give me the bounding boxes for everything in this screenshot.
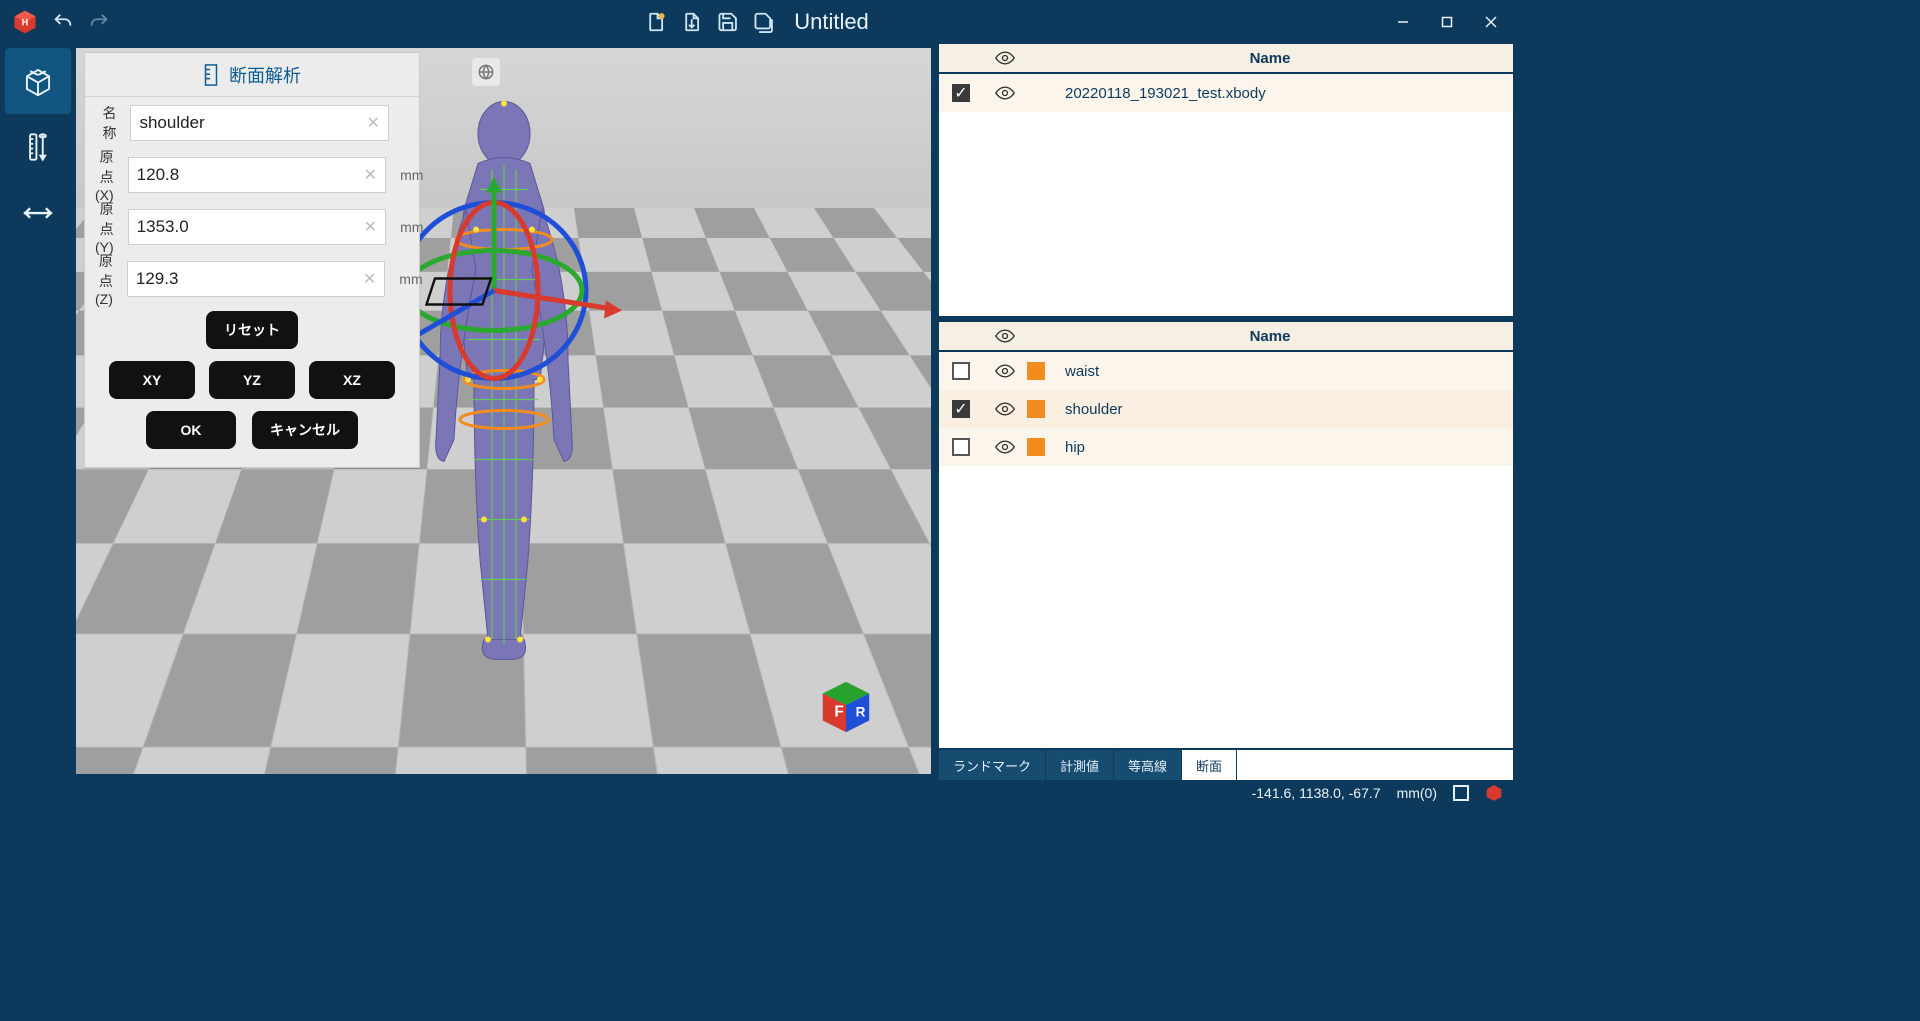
color-swatch (1027, 400, 1045, 418)
reset-button[interactable]: リセット (206, 311, 298, 349)
section-label: shoulder (1055, 401, 1505, 418)
checkbox[interactable] (952, 362, 970, 380)
visibility-icon[interactable] (983, 86, 1027, 100)
window-minimize-button[interactable] (1381, 6, 1425, 38)
status-unit: mm(0) (1397, 785, 1437, 801)
checkbox[interactable]: ✓ (952, 84, 970, 102)
origin-y-input[interactable] (137, 217, 358, 237)
file-list-header: Name (939, 44, 1513, 74)
window-close-button[interactable] (1469, 6, 1513, 38)
tab-measure[interactable]: 計測値 (1046, 750, 1114, 780)
save-icon[interactable] (716, 11, 738, 33)
undo-icon[interactable] (52, 11, 74, 33)
viewport-container: F R 断面解析 名称 ✕ (76, 44, 937, 780)
color-swatch (1027, 362, 1045, 380)
section-analysis-panel: 断面解析 名称 ✕ 原点(X) ✕ (84, 52, 420, 468)
section-label: waist (1055, 363, 1505, 380)
nav-cube[interactable]: F R (817, 678, 875, 736)
clear-icon[interactable]: ✕ (358, 217, 377, 237)
name-input[interactable] (139, 113, 360, 133)
file-list: Name ✓ 20220118_193021_test.xbody (939, 44, 1513, 316)
status-coords: -141.6, 1138.0, -67.7 (1252, 785, 1381, 801)
tab-section[interactable]: 断面 (1182, 750, 1237, 780)
ok-button[interactable]: OK (146, 411, 236, 449)
svg-text:H: H (22, 17, 28, 27)
section-row[interactable]: waist (939, 352, 1513, 390)
visibility-header-icon (983, 329, 1027, 343)
name-label: 名称 (95, 103, 122, 143)
section-tabs: ランドマーク 計測値 等高線 断面 (939, 748, 1513, 780)
tab-contour[interactable]: 等高線 (1114, 750, 1182, 780)
titlebar: H Untitled (0, 0, 1513, 44)
document-title: Untitled (794, 9, 869, 35)
section-row[interactable]: hip (939, 428, 1513, 466)
color-swatch (1027, 438, 1045, 456)
file-row[interactable]: ✓ 20220118_193021_test.xbody (939, 74, 1513, 112)
plane-xz-button[interactable]: XZ (309, 361, 395, 399)
status-bar: -141.6, 1138.0, -67.7 mm(0) (0, 780, 1513, 806)
visibility-icon[interactable] (983, 402, 1027, 416)
redo-icon[interactable] (88, 11, 110, 33)
origin-z-field[interactable]: ✕ (127, 261, 385, 297)
visibility-header-icon (983, 51, 1027, 65)
section-row[interactable]: ✓ shoulder (939, 390, 1513, 428)
origin-x-input[interactable] (137, 165, 358, 185)
tool-model-button[interactable] (5, 48, 71, 114)
section-list: Name waist ✓ shoulder hip ランドマーク 計測値 等高線 … (939, 322, 1513, 780)
origin-x-field[interactable]: ✕ (128, 157, 386, 193)
panel-title: 断面解析 (85, 53, 419, 97)
clear-icon[interactable]: ✕ (360, 113, 379, 133)
open-doc-icon[interactable] (680, 11, 702, 33)
save-all-icon[interactable] (752, 11, 774, 33)
checkbox[interactable]: ✓ (952, 400, 970, 418)
viewport-3d[interactable]: F R 断面解析 名称 ✕ (76, 48, 931, 774)
name-field[interactable]: ✕ (130, 105, 388, 141)
plane-xy-button[interactable]: XY (109, 361, 195, 399)
left-toolbar (0, 44, 76, 780)
tab-landmark[interactable]: ランドマーク (939, 750, 1046, 780)
tool-mirror-button[interactable] (5, 180, 71, 246)
new-doc-icon[interactable] (644, 11, 666, 33)
origin-z-label: 原点(Z) (95, 251, 119, 307)
right-panel: Name ✓ 20220118_193021_test.xbody Name w… (937, 44, 1513, 780)
origin-z-input[interactable] (136, 269, 357, 289)
svg-text:R: R (856, 705, 866, 720)
clear-icon[interactable]: ✕ (357, 269, 376, 289)
status-logo-icon (1485, 784, 1503, 802)
visibility-icon[interactable] (983, 440, 1027, 454)
window-maximize-button[interactable] (1425, 6, 1469, 38)
visibility-icon[interactable] (983, 364, 1027, 378)
app-logo-icon: H (12, 9, 38, 35)
cancel-button[interactable]: キャンセル (252, 411, 358, 449)
file-label: 20220118_193021_test.xbody (1055, 85, 1505, 102)
origin-y-label: 原点(Y) (95, 199, 120, 255)
status-box-icon[interactable] (1453, 785, 1469, 801)
checkbox[interactable] (952, 438, 970, 456)
plane-yz-button[interactable]: YZ (209, 361, 295, 399)
clear-icon[interactable]: ✕ (358, 165, 377, 185)
origin-x-label: 原点(X) (95, 147, 120, 203)
section-list-header: Name (939, 322, 1513, 352)
section-label: hip (1055, 439, 1505, 456)
tool-measure-button[interactable] (5, 114, 71, 180)
svg-text:F: F (834, 704, 843, 721)
origin-y-field[interactable]: ✕ (128, 209, 386, 245)
